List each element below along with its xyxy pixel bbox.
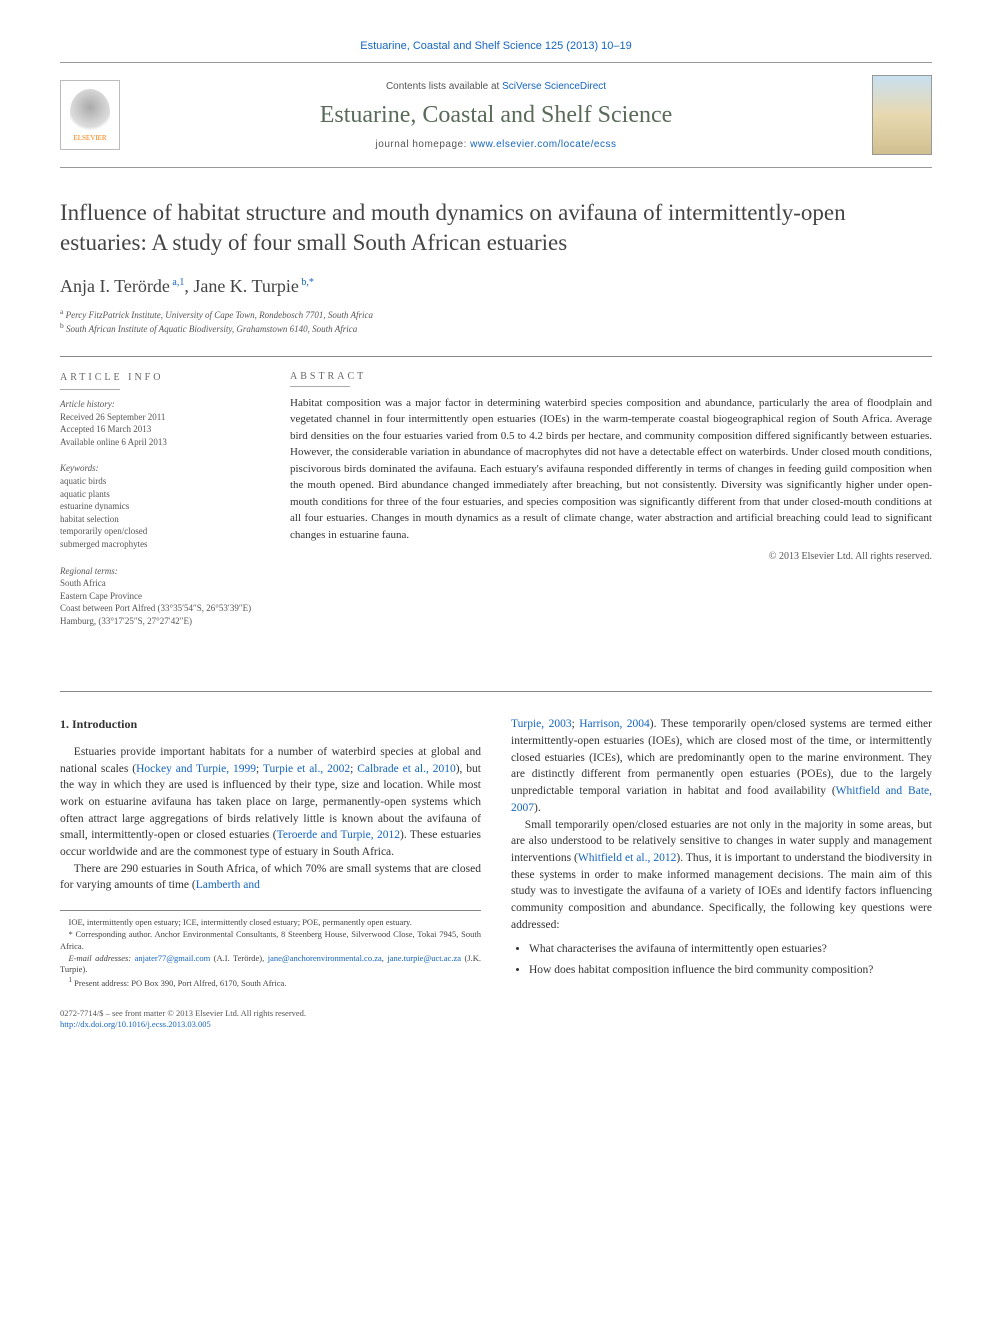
regional-label: Regional terms:: [60, 566, 118, 576]
present-mark: 1: [69, 976, 73, 984]
article-history: Article history: Received 26 September 2…: [60, 398, 260, 448]
present-text: Present address: PO Box 390, Port Alfred…: [74, 978, 286, 988]
affil-text: South African Institute of Aquatic Biodi…: [66, 324, 357, 334]
author-mark: b,*: [299, 277, 314, 288]
footnote-present-address: 1 Present address: PO Box 390, Port Alfr…: [60, 976, 481, 990]
homepage-link[interactable]: www.elsevier.com/locate/ecss: [470, 139, 616, 150]
affiliations: a Percy FitzPatrick Institute, Universit…: [60, 307, 932, 336]
author-name: Anja I. Terörde: [60, 276, 170, 296]
article-title: Influence of habitat structure and mouth…: [60, 198, 932, 258]
question-list: What characterises the avifauna of inter…: [529, 941, 932, 978]
label-rule: [290, 386, 350, 387]
email-who: (A.I. Terörde),: [210, 953, 268, 963]
history-label: Article history:: [60, 399, 115, 409]
keyword: habitat selection: [60, 514, 119, 524]
label-rule: [60, 389, 120, 390]
footnote-emails: E-mail addresses: anjater77@gmail.com (A…: [60, 953, 481, 977]
regional-term: Coast between Port Alfred (33°35′54″S, 2…: [60, 603, 251, 613]
author-name: Jane K. Turpie: [193, 276, 299, 296]
keywords-block: Keywords: aquatic birds aquatic plants e…: [60, 462, 260, 550]
homepage-prefix: journal homepage:: [376, 139, 471, 150]
keyword: estuarine dynamics: [60, 501, 129, 511]
history-item: Accepted 16 March 2013: [60, 424, 151, 434]
issn-line: 0272-7714/$ – see front matter © 2013 El…: [60, 1008, 481, 1019]
citation-link[interactable]: Hockey and Turpie, 1999: [136, 763, 256, 775]
footnote-abbrev: IOE, intermittently open estuary; ICE, i…: [60, 917, 481, 929]
divider: [60, 691, 932, 692]
tree-icon: [70, 89, 110, 134]
author-affil-link[interactable]: b,*: [301, 277, 314, 288]
email-link[interactable]: anjater77@gmail.com: [135, 953, 211, 963]
journal-cover-thumbnail: [872, 75, 932, 155]
authors: Anja I. Terörde a,1, Jane K. Turpie b,*: [60, 276, 932, 297]
contents-prefix: Contents lists available at: [386, 81, 502, 92]
keyword: submerged macrophytes: [60, 539, 148, 549]
email-link[interactable]: jane@anchorenvironmental.co.za: [268, 953, 382, 963]
citation-link[interactable]: Whitfield et al., 2012: [578, 852, 676, 864]
regional-term: South Africa: [60, 578, 106, 588]
doi-link[interactable]: http://dx.doi.org/10.1016/j.ecss.2013.03…: [60, 1019, 211, 1029]
article-info-sidebar: ARTICLE INFO Article history: Received 2…: [60, 371, 260, 642]
regional-block: Regional terms: South Africa Eastern Cap…: [60, 565, 260, 628]
list-item: What characterises the avifauna of inter…: [529, 941, 932, 958]
body-paragraph: Small temporarily open/closed estuaries …: [511, 817, 932, 934]
banner-center: Contents lists available at SciVerse Sci…: [120, 81, 872, 150]
article-info-label: ARTICLE INFO: [60, 371, 260, 385]
corr-mark: * Corresponding author.: [69, 929, 153, 939]
affil-mark: a: [60, 307, 63, 316]
list-item: How does habitat composition influence t…: [529, 962, 932, 979]
body-columns: 1. Introduction Estuaries provide import…: [60, 716, 932, 1030]
body-paragraph: Turpie, 2003; Harrison, 2004). These tem…: [511, 716, 932, 816]
keyword: aquatic birds: [60, 476, 106, 486]
regional-term: Eastern Cape Province: [60, 591, 142, 601]
abstract-column: ABSTRACT Habitat composition was a major…: [290, 371, 932, 642]
header-citation: Estuarine, Coastal and Shelf Science 125…: [60, 40, 932, 52]
affil-text: Percy FitzPatrick Institute, University …: [66, 310, 373, 320]
top-banner: ELSEVIER Contents lists available at Sci…: [60, 62, 932, 168]
history-item: Available online 6 April 2013: [60, 437, 167, 447]
abstract-copyright: © 2013 Elsevier Ltd. All rights reserved…: [290, 551, 932, 562]
intro-heading: 1. Introduction: [60, 716, 481, 733]
body-left-column: 1. Introduction Estuaries provide import…: [60, 716, 481, 1030]
regional-term: Hamburg, (33°17′25″S, 27°27′42″E): [60, 616, 192, 626]
sciencedirect-link[interactable]: SciVerse ScienceDirect: [502, 81, 606, 92]
keyword: aquatic plants: [60, 489, 110, 499]
citation-link[interactable]: Whitfield and Bate, 2007: [511, 785, 932, 814]
author-mark: a,1: [170, 277, 184, 288]
abstract-label: ABSTRACT: [290, 371, 932, 382]
publisher-name: ELSEVIER: [73, 134, 106, 142]
citation-link[interactable]: Turpie, 2003: [511, 718, 572, 730]
email-label: E-mail addresses:: [69, 953, 132, 963]
affiliation-line: a Percy FitzPatrick Institute, Universit…: [60, 307, 932, 322]
affiliation-line: b South African Institute of Aquatic Bio…: [60, 321, 932, 336]
body-paragraph: Estuaries provide important habitats for…: [60, 744, 481, 861]
email-link[interactable]: jane.turpie@uct.ac.za: [387, 953, 461, 963]
citation-link[interactable]: Turpie et al., 2002: [263, 763, 350, 775]
journal-name: Estuarine, Coastal and Shelf Science: [120, 102, 872, 129]
bottom-meta: 0272-7714/$ – see front matter © 2013 El…: [60, 1008, 481, 1030]
footnote-corresponding: * Corresponding author. Anchor Environme…: [60, 929, 481, 953]
citation-link[interactable]: Calbrade et al., 2010: [357, 763, 456, 775]
contents-line: Contents lists available at SciVerse Sci…: [120, 81, 872, 92]
citation-link[interactable]: Teroerde and Turpie, 2012: [277, 829, 400, 841]
author-affil-link[interactable]: a,1: [172, 277, 184, 288]
history-item: Received 26 September 2011: [60, 412, 165, 422]
footnotes: IOE, intermittently open estuary; ICE, i…: [60, 910, 481, 990]
publisher-logo: ELSEVIER: [60, 80, 120, 150]
keywords-label: Keywords:: [60, 463, 99, 473]
keyword: temporarily open/closed: [60, 526, 147, 536]
body-paragraph: There are 290 estuaries in South Africa,…: [60, 861, 481, 894]
abstract-text: Habitat composition was a major factor i…: [290, 395, 932, 544]
article-meta-row: ARTICLE INFO Article history: Received 2…: [60, 371, 932, 642]
body-right-column: Turpie, 2003; Harrison, 2004). These tem…: [511, 716, 932, 1030]
citation-link[interactable]: Harrison, 2004: [579, 718, 650, 730]
citation-link[interactable]: Lamberth and: [196, 879, 260, 891]
divider: [60, 356, 932, 357]
affil-mark: b: [60, 321, 64, 330]
journal-homepage: journal homepage: www.elsevier.com/locat…: [120, 139, 872, 150]
